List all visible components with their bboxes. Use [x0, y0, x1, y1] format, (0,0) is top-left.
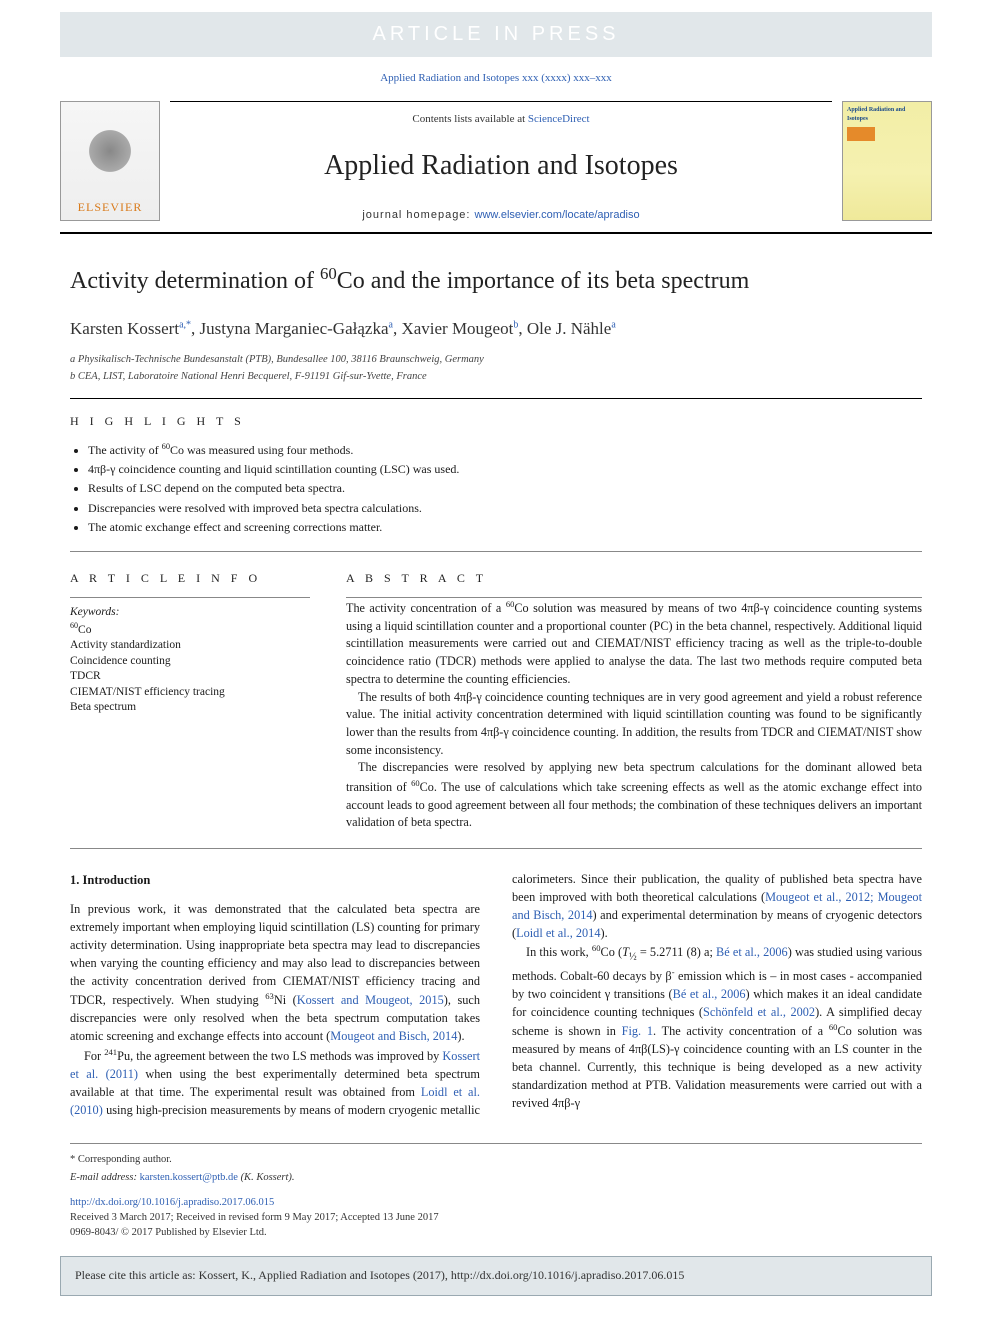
contents-line: Contents lists available at ScienceDirec…	[170, 112, 832, 128]
email-link[interactable]: karsten.kossert@ptb.de	[140, 1172, 238, 1183]
cover-title: Applied Radiation and Isotopes	[847, 106, 927, 123]
cover-swatch-icon	[847, 127, 875, 141]
intro-para: In this work, 60Co (T½ = 5.2711 (8) a; B…	[512, 942, 922, 1112]
introduction-section: 1. Introduction In previous work, it was…	[70, 871, 922, 1119]
keywords-list: 60Co Activity standardization Coincidenc…	[70, 621, 310, 716]
article-info-head: A R T I C L E I N F O	[70, 570, 310, 587]
masthead: ELSEVIER Contents lists available at Sci…	[60, 101, 932, 234]
keyword: Activity standardization	[70, 638, 310, 654]
intro-para: In previous work, it was demonstrated th…	[70, 901, 480, 1046]
email-label: E-mail address:	[70, 1172, 140, 1183]
masthead-center: Contents lists available at ScienceDirec…	[170, 101, 832, 224]
homepage-line: journal homepage: www.elsevier.com/locat…	[170, 208, 832, 224]
cite-box: Please cite this article as: Kossert, K.…	[60, 1256, 932, 1295]
highlight-item: 4πβ-γ coincidence counting and liquid sc…	[88, 461, 922, 478]
journal-name: Applied Radiation and Isotopes	[170, 146, 832, 187]
contents-prefix: Contents lists available at	[412, 113, 527, 125]
elsevier-tree-icon	[80, 123, 140, 193]
abstract-text: The activity concentration of a 60Co sol…	[346, 598, 922, 832]
received-line: Received 3 March 2017; Received in revis…	[70, 1210, 922, 1225]
corresponding-author-block: * Corresponding author. E-mail address: …	[70, 1143, 922, 1184]
keywords-head: Keywords:	[70, 604, 310, 621]
doi-link[interactable]: http://dx.doi.org/10.1016/j.apradiso.201…	[70, 1195, 922, 1210]
affiliation-a: a Physikalisch-Technische Bundesanstalt …	[70, 352, 922, 367]
article-in-press-banner: ARTICLE IN PRESS	[60, 12, 932, 57]
copyright-line: 0969-8043/ © 2017 Published by Elsevier …	[70, 1225, 922, 1240]
highlights-head: H I G H L I G H T S	[70, 413, 922, 430]
doi-block: http://dx.doi.org/10.1016/j.apradiso.201…	[70, 1195, 922, 1241]
article-title: Activity determination of 60Co and the i…	[70, 262, 922, 299]
abstract-para: The results of both 4πβ-γ coincidence co…	[346, 689, 922, 760]
email-name: (K. Kossert).	[238, 1172, 295, 1183]
introduction-head: 1. Introduction	[70, 871, 480, 889]
keyword: TDCR	[70, 669, 310, 685]
highlight-item: Discrepancies were resolved with improve…	[88, 500, 922, 517]
affiliation-b: b CEA, LIST, Laboratoire National Henri …	[70, 369, 922, 384]
keyword: CIEMAT/NIST efficiency tracing	[70, 685, 310, 701]
highlight-item: The atomic exchange effect and screening…	[88, 519, 922, 536]
abstract-head: A B S T R A C T	[346, 570, 922, 587]
abstract-para: The discrepancies were resolved by apply…	[346, 759, 922, 832]
homepage-link[interactable]: www.elsevier.com/locate/apradiso	[475, 209, 640, 221]
sciencedirect-link[interactable]: ScienceDirect	[528, 113, 590, 125]
keyword: Coincidence counting	[70, 654, 310, 670]
email-line: E-mail address: karsten.kossert@ptb.de (…	[70, 1170, 922, 1185]
article-body: Activity determination of 60Co and the i…	[70, 262, 922, 1119]
journal-cover-thumbnail: Applied Radiation and Isotopes	[842, 101, 932, 221]
affiliations: a Physikalisch-Technische Bundesanstalt …	[70, 352, 922, 384]
article-info-column: A R T I C L E I N F O Keywords: 60Co Act…	[70, 556, 310, 832]
abstract-para: The activity concentration of a 60Co sol…	[346, 598, 922, 689]
corresponding-label: * Corresponding author.	[70, 1152, 922, 1167]
publisher-logo-text: ELSEVIER	[78, 199, 143, 216]
highlight-item: Results of LSC depend on the computed be…	[88, 480, 922, 497]
running-citation: Applied Radiation and Isotopes xxx (xxxx…	[0, 71, 992, 87]
highlights-list: The activity of 60Co was measured using …	[70, 441, 922, 537]
keyword: Beta spectrum	[70, 700, 310, 716]
authors-line: Karsten Kosserta,*, Justyna Marganiec-Ga…	[70, 317, 922, 342]
abstract-column: A B S T R A C T The activity concentrati…	[346, 556, 922, 832]
homepage-prefix: journal homepage:	[362, 209, 474, 221]
keyword: 60Co	[70, 621, 310, 638]
highlight-item: The activity of 60Co was measured using …	[88, 441, 922, 459]
publisher-logo: ELSEVIER	[60, 101, 160, 221]
